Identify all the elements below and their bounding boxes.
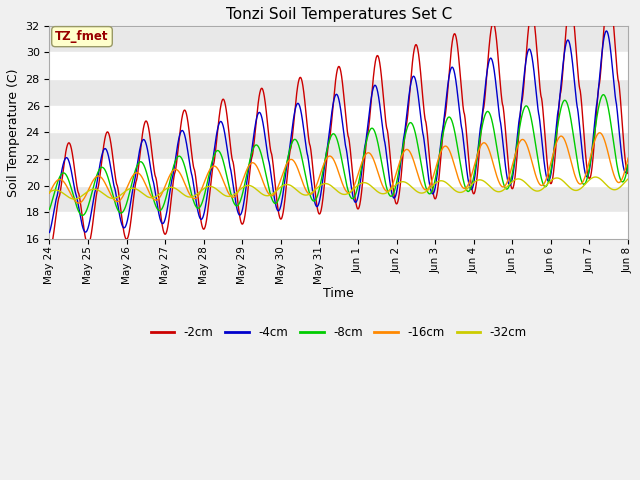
Bar bbox=[49, 26, 628, 52]
Bar bbox=[49, 212, 628, 239]
Y-axis label: Soil Temperature (C): Soil Temperature (C) bbox=[7, 68, 20, 197]
X-axis label: Time: Time bbox=[323, 287, 354, 300]
Legend: -2cm, -4cm, -8cm, -16cm, -32cm: -2cm, -4cm, -8cm, -16cm, -32cm bbox=[146, 321, 531, 344]
Bar bbox=[49, 132, 628, 159]
Bar bbox=[49, 186, 628, 212]
Bar bbox=[49, 106, 628, 132]
Bar bbox=[49, 159, 628, 186]
Bar bbox=[49, 79, 628, 106]
Text: TZ_fmet: TZ_fmet bbox=[55, 30, 109, 43]
Title: Tonzi Soil Temperatures Set C: Tonzi Soil Temperatures Set C bbox=[226, 7, 452, 22]
Bar bbox=[49, 52, 628, 79]
